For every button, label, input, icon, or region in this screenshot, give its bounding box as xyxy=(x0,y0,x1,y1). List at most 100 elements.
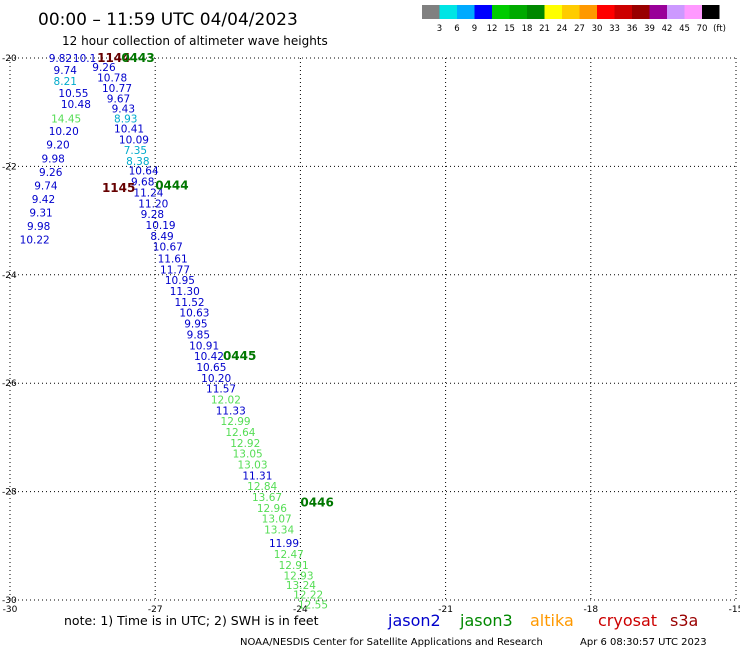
color-scale-label: 30 xyxy=(592,24,603,34)
wave-height-value: 12.02 xyxy=(211,394,241,406)
wave-height-value: 10.22 xyxy=(20,235,50,247)
wave-height-value: 13.03 xyxy=(237,460,267,472)
wave-height-value: 11.99 xyxy=(269,538,299,550)
color-scale-label: 36 xyxy=(627,24,638,34)
wave-height-value: 10.65 xyxy=(196,362,226,374)
color-swatch xyxy=(509,5,527,19)
color-scale-label: 9 xyxy=(472,24,477,34)
color-scale-label: 18 xyxy=(522,24,533,34)
wave-height-value: 10.78 xyxy=(97,73,127,85)
wave-height-value: 10.55 xyxy=(58,88,88,100)
wave-height-value: 9.85 xyxy=(187,329,210,341)
wave-height-value: 11.24 xyxy=(133,187,163,199)
pass-time-label: 0445 xyxy=(223,349,256,363)
latitude-tick-label: -28 xyxy=(2,488,17,498)
wave-height-value: 12.47 xyxy=(274,549,304,561)
color-swatch xyxy=(649,5,667,19)
wave-height-value: 10.91 xyxy=(189,340,219,352)
satellite-legend: jason2 jason3 altika cryosat s3a xyxy=(387,611,698,630)
wave-height-value: 9.67 xyxy=(107,94,130,106)
wave-height-value: 10.63 xyxy=(179,308,209,320)
longitude-tick-label: -30 xyxy=(3,605,18,615)
satellite-legend-item: jason2 xyxy=(387,611,441,630)
wave-height-value: 11.30 xyxy=(170,286,200,298)
wave-height-value: 10.64 xyxy=(129,166,159,178)
wave-height-value: 12.22 xyxy=(293,590,323,602)
color-swatch xyxy=(492,5,510,19)
wave-height-value: 12.55 xyxy=(298,599,328,611)
color-swatch xyxy=(632,5,650,19)
color-scale-label: 33 xyxy=(609,24,620,34)
page-subtitle: 12 hour collection of altimeter wave hei… xyxy=(62,34,328,48)
latitude-axis: -20 -22 -24 -26 -28 -30 xyxy=(2,54,17,606)
wave-height-value: 7.35 xyxy=(124,145,147,157)
color-swatch xyxy=(614,5,632,19)
satellite-legend-item: s3a xyxy=(670,611,698,630)
wave-height-value: 12.96 xyxy=(257,503,287,515)
wave-height-value: 9.68 xyxy=(131,177,154,189)
wave-height-value: 12.91 xyxy=(279,560,309,572)
footnote: note: 1) Time is in UTC; 2) SWH is in fe… xyxy=(64,613,319,628)
wave-height-value: 8.38 xyxy=(126,156,149,168)
wave-height-value: 11.31 xyxy=(242,470,272,482)
wave-height-value: 10.67 xyxy=(153,242,183,254)
wave-height-value: 10.48 xyxy=(61,99,91,111)
color-swatch xyxy=(702,5,720,19)
wave-height-value: 13.34 xyxy=(264,525,294,537)
wave-height-value: 9.26 xyxy=(92,62,116,74)
latitude-tick-label: -24 xyxy=(2,271,17,281)
page-title: 00:00 – 11:59 UTC 04/04/2023 xyxy=(38,10,298,30)
wave-height-value: 8.21 xyxy=(54,76,77,88)
latitude-tick-label: -30 xyxy=(2,596,17,606)
latitude-tick-label: -26 xyxy=(2,379,17,389)
wave-height-value: 11.61 xyxy=(158,254,188,266)
color-swatch xyxy=(667,5,685,19)
wave-height-value: 10.77 xyxy=(102,83,132,95)
color-scale-label: (ft) xyxy=(713,24,726,34)
color-scale-label: 24 xyxy=(557,24,568,34)
color-swatch xyxy=(474,5,492,19)
latitude-tick-label: -20 xyxy=(2,54,17,64)
wave-height-value: 8.93 xyxy=(114,114,137,126)
latitude-tick-label: -22 xyxy=(2,162,17,172)
wave-height-value: 10.95 xyxy=(165,275,195,287)
longitude-axis: -30 -27 -24 -21 -18 -15 xyxy=(3,605,740,615)
wave-height-value: 9.28 xyxy=(141,209,164,221)
color-scale-label: 39 xyxy=(644,24,655,34)
color-swatch xyxy=(597,5,615,19)
wave-height-value: 8.49 xyxy=(150,231,173,243)
color-scale-label: 27 xyxy=(574,24,585,34)
wave-height-value: 9.20 xyxy=(46,140,69,152)
wave-height-value: 11.77 xyxy=(160,264,190,276)
credit-line: NOAA/NESDIS Center for Satellite Applica… xyxy=(240,637,543,648)
wave-height-value: 10.41 xyxy=(114,123,144,135)
color-scale-label: 45 xyxy=(679,24,690,34)
color-scale-label: 70 xyxy=(697,24,708,34)
wave-height-value: 10.09 xyxy=(119,134,149,146)
wave-height-value: 12.99 xyxy=(221,416,251,428)
pass-time-label: 1144 xyxy=(97,51,130,65)
color-swatch xyxy=(439,5,457,19)
longitude-tick-label: -15 xyxy=(729,605,740,615)
wave-height-value: 9.26 xyxy=(39,167,63,179)
color-scale-legend: 3 6 9 12 15 18 21 24 27 30 33 36 39 42 45 70 (ft) xyxy=(422,5,726,34)
color-swatch xyxy=(544,5,562,19)
color-swatch xyxy=(562,5,580,19)
wave-height-value: 10.20 xyxy=(201,373,231,385)
wave-height-value: 9.31 xyxy=(29,207,52,219)
longitude-tick-label: -27 xyxy=(148,605,163,615)
wave-height-value: 10.19 xyxy=(146,220,176,232)
wave-height-value: 13.05 xyxy=(233,449,263,461)
longitude-tick-label: -21 xyxy=(438,605,453,615)
pass-time-label: 0446 xyxy=(300,495,333,509)
pass-time-label: 0443 xyxy=(121,51,154,65)
color-scale-label: 12 xyxy=(487,24,498,34)
color-swatch xyxy=(684,5,702,19)
wave-height-value: 9.82 xyxy=(49,53,72,65)
color-swatch xyxy=(457,5,475,19)
wave-height-value: 11.52 xyxy=(175,297,205,309)
satellite-legend-item: jason3 xyxy=(459,611,513,630)
